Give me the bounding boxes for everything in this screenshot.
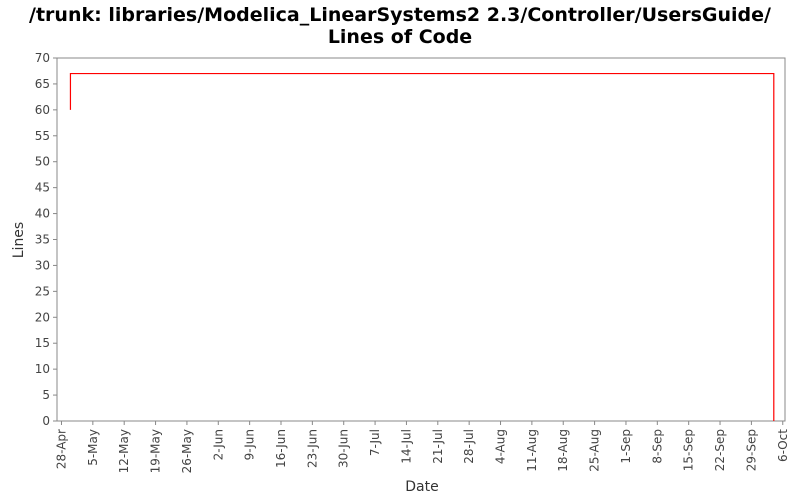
y-tick-label: 0 — [42, 414, 50, 428]
chart-subtitle: Lines of Code — [327, 26, 473, 48]
x-tick-label: 18-Aug — [556, 429, 570, 472]
series-line — [69, 72, 775, 421]
plot-area — [56, 57, 786, 422]
y-axis-label: Lines — [11, 222, 27, 258]
y-tick-label: 15 — [35, 336, 50, 350]
x-tick-label: 2-Jun — [211, 429, 225, 460]
x-tick-label: 30-Jun — [337, 429, 351, 468]
y-tick-label: 30 — [35, 258, 50, 272]
y-tick-label: 5 — [42, 388, 50, 402]
x-tick-label: 8-Sep — [650, 429, 664, 464]
y-tick-label: 65 — [35, 77, 50, 91]
y-tick-label: 10 — [35, 362, 50, 376]
y-tick-label: 60 — [35, 103, 50, 117]
x-tick-label: 16-Jun — [274, 429, 288, 468]
y-tick-label: 70 — [35, 51, 50, 65]
y-tick-label: 40 — [35, 207, 50, 221]
y-tick-label: 20 — [35, 310, 50, 324]
x-tick-label: 26-May — [180, 429, 194, 473]
x-tick-label: 12-May — [117, 429, 131, 473]
x-tick-label: 14-Jul — [399, 429, 413, 464]
y-tick-label: 45 — [35, 181, 50, 195]
y-tick-label: 50 — [35, 155, 50, 169]
x-tick-label: 29-Sep — [744, 429, 758, 471]
y-tick-label: 25 — [35, 284, 50, 298]
x-tick-label: 5-May — [86, 429, 100, 466]
x-tick-label: 19-May — [149, 429, 163, 473]
x-tick-label: 7-Jul — [368, 429, 382, 456]
x-tick-label: 6-Oct — [776, 429, 790, 462]
chart-title: /trunk: libraries/Modelica_LinearSystems… — [29, 4, 771, 26]
x-tick-label: 28-Jul — [462, 429, 476, 464]
y-tick-label: 35 — [35, 233, 50, 247]
x-tick-label: 22-Sep — [713, 429, 727, 471]
x-tick-label: 23-Jun — [305, 429, 319, 468]
x-tick-label: 4-Aug — [494, 429, 508, 464]
x-tick-label: 11-Aug — [525, 429, 539, 472]
x-axis-label: Date — [405, 479, 438, 495]
x-tick-label: 25-Aug — [588, 429, 602, 472]
x-tick-label: 15-Sep — [682, 429, 696, 471]
x-tick-label: 28-Apr — [54, 429, 68, 469]
y-tick-label: 55 — [35, 129, 50, 143]
x-tick-label: 9-Jun — [243, 429, 257, 460]
x-tick-label: 21-Jul — [431, 429, 445, 464]
x-tick-label: 1-Sep — [619, 429, 633, 464]
